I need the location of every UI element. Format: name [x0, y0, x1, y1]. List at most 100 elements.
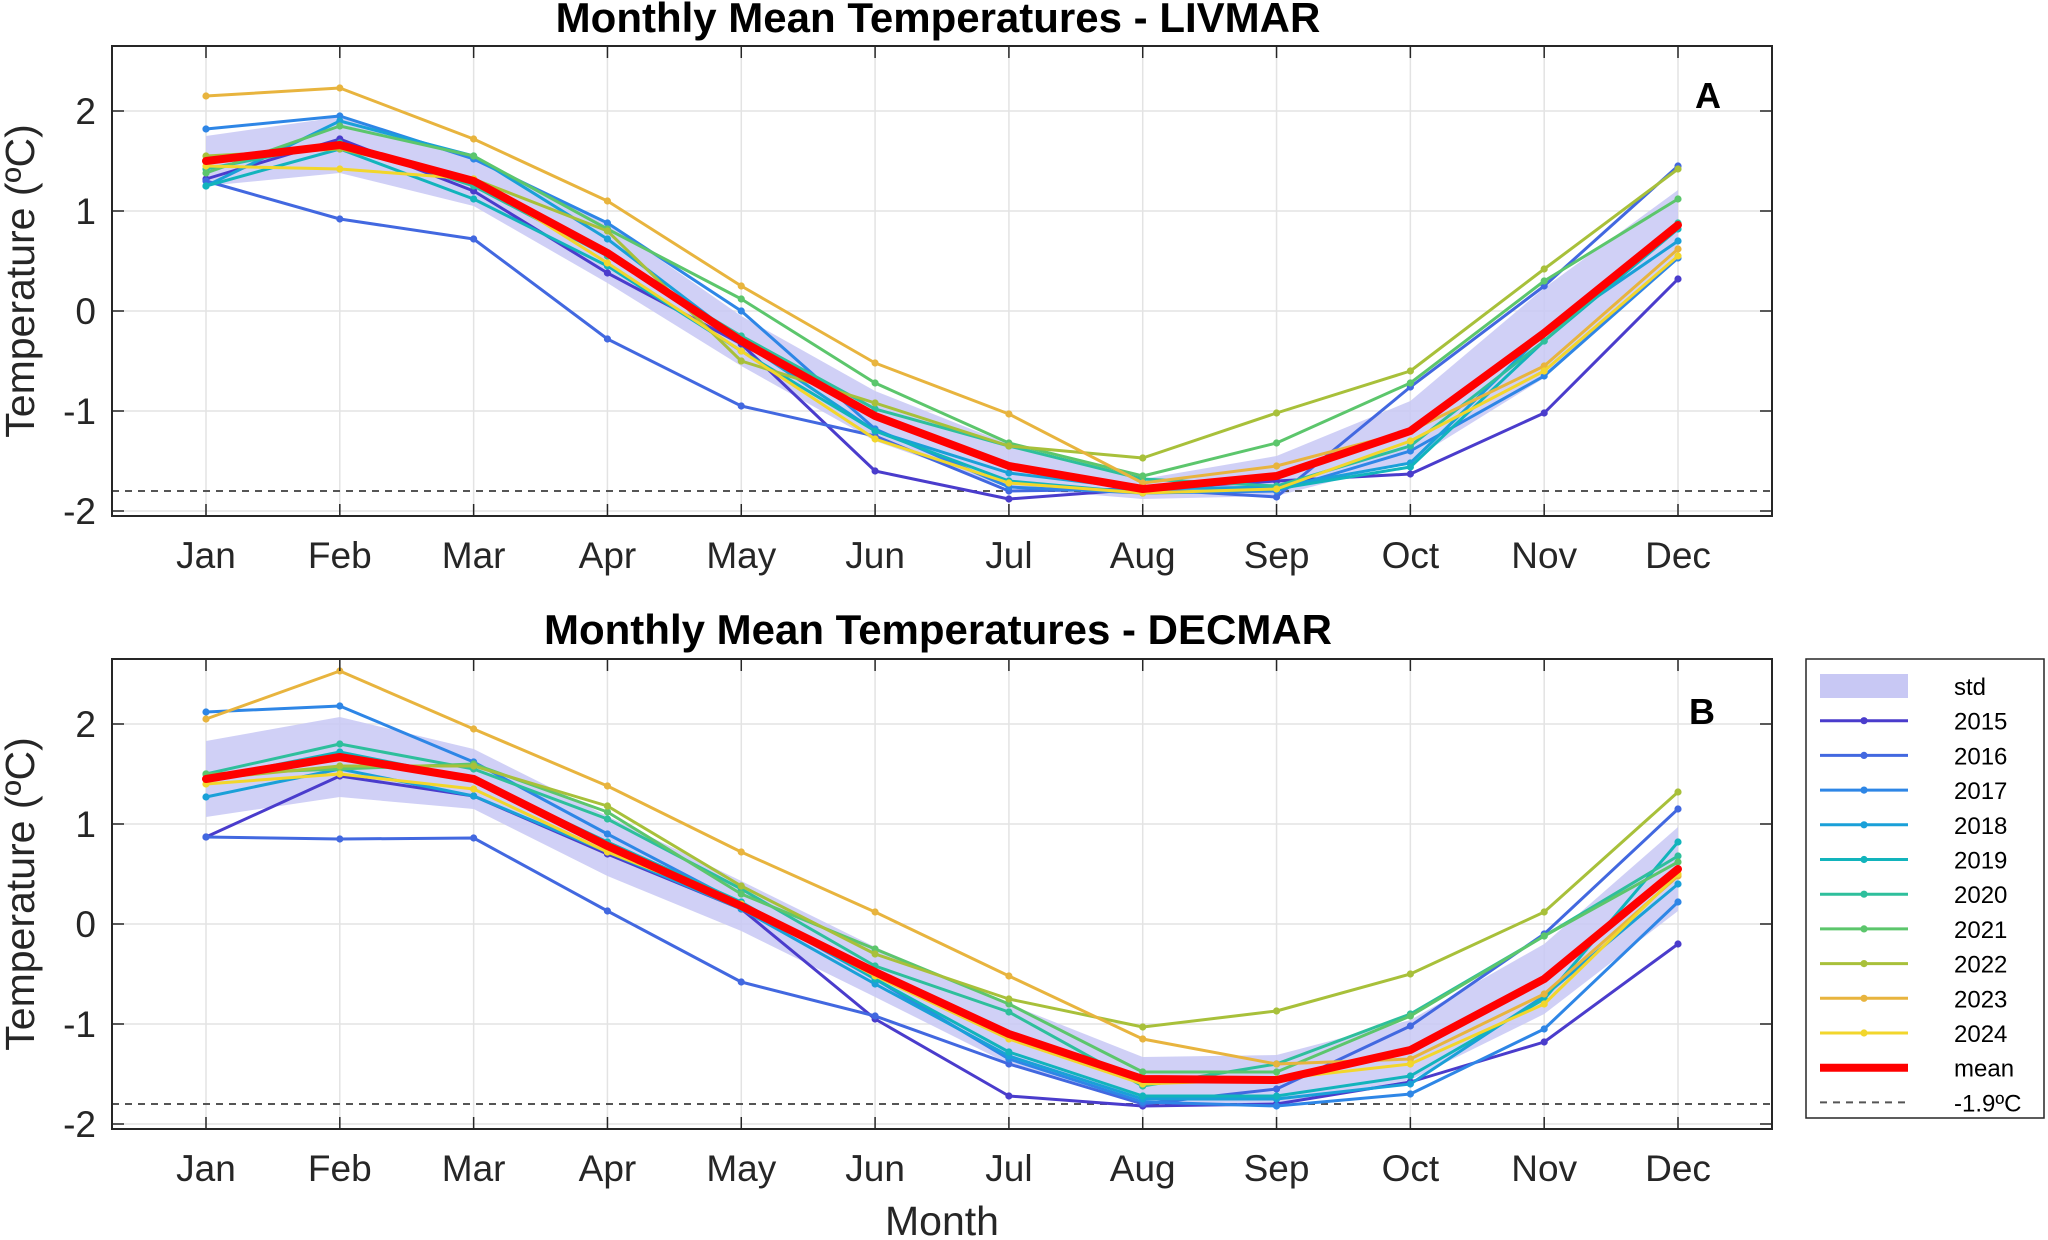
legend-item-2022: 2022: [1820, 952, 2007, 979]
panel-a-point-2016: [737, 402, 745, 410]
panel-a-point-2019: [1406, 463, 1414, 471]
legend-label-2023: 2023: [1954, 986, 2007, 1013]
panel-b-point-2021: [1272, 1068, 1281, 1076]
legend-label-2021: 2021: [1954, 917, 2007, 944]
panel-a-x-tick-label: Aug: [1110, 535, 1176, 576]
panel-a-point-2015: [603, 269, 612, 277]
legend-marker-2024: [1860, 1029, 1868, 1037]
panel-a-x-tick-label: Dec: [1645, 535, 1711, 576]
panel-b-point-2018: [470, 792, 478, 800]
legend-marker-2020: [1860, 890, 1868, 898]
panel-b-point-2016: [1674, 805, 1682, 813]
legend-marker-2017: [1860, 786, 1868, 794]
panel-b-point-2023: [1540, 990, 1548, 998]
panel-a-x-tick-label: Nov: [1511, 535, 1577, 576]
panel-a-point-2023: [470, 135, 478, 143]
panel-a-point-2016: [1272, 493, 1281, 501]
panel-b-y-ticks: 2 1 0 -1 -2: [63, 704, 1772, 1145]
panel-b-point-2017: [1272, 1102, 1281, 1110]
panel-a-point-2019: [871, 427, 879, 435]
legend-item-2017: 2017: [1820, 778, 2007, 805]
panel-a-x-tick-label: May: [706, 535, 776, 576]
panel-b-point-2021: [1674, 858, 1682, 866]
panel-a-point-2024: [603, 259, 612, 267]
panel-b-point-2022: [1272, 1007, 1281, 1015]
legend-item-2024: 2024: [1820, 1021, 2007, 1048]
panel-a-point-2018: [603, 235, 612, 243]
panel-a-point-2016: [470, 235, 478, 243]
panel-a-point-2019: [202, 182, 210, 190]
panel-b-point-2016: [202, 833, 210, 841]
panel-a-point-2024: [1406, 437, 1414, 445]
panel-b-y-tick-label: -1: [63, 1004, 96, 1045]
panel-b-point-2018: [1406, 1080, 1414, 1088]
panel-a-point-2017: [1540, 372, 1548, 380]
panel-a-point-2021: [1674, 195, 1682, 203]
panel-a-axes-box: [111, 45, 1773, 517]
panel-a-title: Monthly Mean Temperatures - LIVMAR: [556, 0, 1321, 41]
panel-a-point-2023: [336, 84, 344, 92]
panel-a-point-2019: [470, 195, 478, 203]
panel-a-point-2021: [336, 122, 344, 130]
legend-marker-2019: [1860, 855, 1868, 864]
legend-label-2015: 2015: [1954, 709, 2007, 736]
panel-b-point-2019: [1272, 1092, 1281, 1100]
panel-a-y-ticks: 2 1 0 -1 -2: [63, 91, 1772, 532]
panel-b-point-2022: [871, 950, 879, 958]
panel-a-point-2015: [470, 187, 478, 195]
panel-b-x-tick-label: Oct: [1382, 1148, 1440, 1189]
legend-label-2017: 2017: [1954, 778, 2007, 805]
panel-b-mean: [202, 753, 1682, 1084]
panel-a-line-2019: [205, 147, 1679, 495]
legend-marker-2015: [1860, 717, 1868, 725]
legend-item-mean: mean: [1820, 1056, 2014, 1083]
legend-item-2015: 2015: [1820, 709, 2007, 736]
panel-a-point-2016: [202, 177, 210, 185]
panel-a-point-2021: [1540, 277, 1548, 285]
panel-b-point-2022: [1139, 1023, 1147, 1031]
panel-a-line-2021: [205, 124, 1679, 478]
panel-b-point-2021: [1406, 1012, 1414, 1020]
panel-a-point-2021: [202, 169, 210, 177]
panel-b-x-tick-label: Feb: [308, 1148, 372, 1189]
panel-b-point-2016: [470, 834, 478, 842]
panel-b-point-2022: [737, 882, 745, 890]
panel-a-std-area: [206, 117, 1678, 499]
panel-b-point-2016: [336, 835, 344, 843]
panel-b-point-2023: [737, 848, 745, 856]
panel-a-y-tick-label: 2: [75, 91, 96, 132]
panel-b-point-2020: [603, 815, 612, 823]
panel-a-point-2017: [1406, 447, 1414, 455]
panel-a-y-tick-label: 1: [75, 191, 96, 232]
legend-item-2019: 2019: [1820, 848, 2007, 875]
panel-a-mean: [202, 141, 1682, 493]
panel-b-y-tick-label: 2: [75, 704, 96, 745]
panel-a-x-tick-label: Jun: [845, 535, 905, 576]
panel-b-point-2021: [1139, 1068, 1147, 1076]
panel-a-point-2024: [871, 435, 879, 443]
legend-box: [1805, 658, 2045, 1119]
panel-a-point-2022: [1272, 409, 1281, 417]
panel-a-y-tick-label: 0: [75, 291, 96, 332]
panel-a-point-2017: [603, 219, 612, 227]
panel-b-point-2023: [470, 725, 478, 733]
panel-a-point-2024: [1005, 479, 1013, 487]
panel-b-point-2018: [202, 793, 210, 801]
panel-b-y-axis-label: Temperature (ºC): [0, 737, 43, 1050]
panel-b-x-tick-label: Apr: [579, 1148, 637, 1189]
panel-a-point-2023: [871, 359, 879, 367]
legend-item-2021: 2021: [1820, 917, 2007, 944]
panel-a-point-2022: [737, 357, 745, 365]
panel-b-point-2023: [1272, 1060, 1281, 1068]
legend-label-threshold: -1.9ºC: [1954, 1090, 2021, 1117]
panel-b-point-2015: [1540, 1038, 1548, 1046]
panel-a-y-tick-label: -2: [63, 491, 96, 532]
panel-a-point-2015: [1406, 470, 1414, 478]
x-axis-label: Month: [885, 1198, 999, 1240]
panel-a-x-tick-label: Mar: [442, 535, 506, 576]
panel-a-point-2022: [1139, 454, 1147, 462]
panel-b-point-2015: [1674, 940, 1682, 948]
panel-a-x-tick-label: Feb: [308, 535, 372, 576]
panel-b-line-2016: [205, 807, 1680, 1106]
